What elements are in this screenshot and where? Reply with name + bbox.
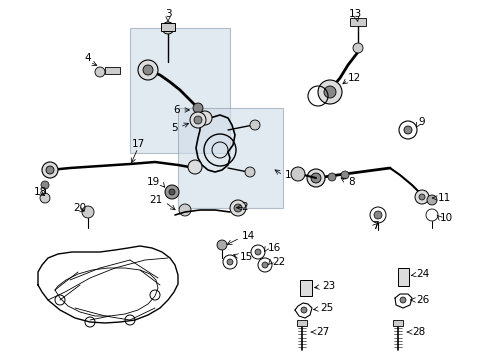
Circle shape <box>418 194 424 200</box>
Text: 11: 11 <box>437 193 450 203</box>
Circle shape <box>46 166 54 174</box>
Circle shape <box>317 80 341 104</box>
Circle shape <box>234 204 242 212</box>
Text: 25: 25 <box>319 303 332 313</box>
Circle shape <box>262 262 267 268</box>
Text: 28: 28 <box>411 327 425 337</box>
Circle shape <box>142 65 153 75</box>
Circle shape <box>138 60 158 80</box>
Circle shape <box>306 169 325 187</box>
Text: 10: 10 <box>439 213 452 223</box>
Circle shape <box>179 204 191 216</box>
Circle shape <box>217 240 226 250</box>
Circle shape <box>42 162 58 178</box>
Text: 4: 4 <box>84 53 91 63</box>
Circle shape <box>187 160 202 174</box>
Circle shape <box>340 171 348 179</box>
Bar <box>296 320 306 326</box>
Circle shape <box>95 67 105 77</box>
Circle shape <box>40 193 50 203</box>
Text: 24: 24 <box>415 269 428 279</box>
Bar <box>392 320 402 326</box>
Bar <box>130 28 229 153</box>
Circle shape <box>327 173 335 181</box>
Bar <box>397 268 408 286</box>
Circle shape <box>226 259 232 265</box>
Circle shape <box>249 120 260 130</box>
Circle shape <box>162 22 174 34</box>
Text: 5: 5 <box>171 123 178 133</box>
Circle shape <box>310 173 320 183</box>
Bar <box>105 67 120 74</box>
Circle shape <box>190 112 205 128</box>
Text: 15: 15 <box>240 252 253 262</box>
Text: 12: 12 <box>347 73 361 83</box>
Text: 19: 19 <box>146 177 160 187</box>
Text: 6: 6 <box>173 105 180 115</box>
Text: 3: 3 <box>164 9 171 19</box>
Circle shape <box>373 211 381 219</box>
Text: 27: 27 <box>315 327 328 337</box>
Text: 2: 2 <box>241 202 247 212</box>
Text: 13: 13 <box>347 9 361 19</box>
Circle shape <box>198 111 212 125</box>
Text: 18: 18 <box>33 187 46 197</box>
Text: 26: 26 <box>415 295 428 305</box>
Circle shape <box>244 167 254 177</box>
Text: 14: 14 <box>242 231 255 241</box>
Text: 1: 1 <box>285 170 291 180</box>
Circle shape <box>41 181 49 189</box>
Circle shape <box>399 297 405 303</box>
Bar <box>299 280 311 296</box>
Circle shape <box>426 195 436 205</box>
Circle shape <box>193 103 203 113</box>
Text: 16: 16 <box>267 243 281 253</box>
Circle shape <box>229 200 245 216</box>
Bar <box>161 23 175 31</box>
Circle shape <box>324 86 335 98</box>
Text: 8: 8 <box>347 177 354 187</box>
Circle shape <box>82 206 94 218</box>
Text: 17: 17 <box>131 139 144 149</box>
Circle shape <box>164 185 179 199</box>
Circle shape <box>169 189 175 195</box>
Text: 20: 20 <box>73 203 86 213</box>
Circle shape <box>254 249 261 255</box>
Text: 23: 23 <box>321 281 335 291</box>
Circle shape <box>301 307 306 313</box>
Text: 21: 21 <box>148 195 162 205</box>
Text: 22: 22 <box>271 257 285 267</box>
Text: 7: 7 <box>371 221 378 231</box>
Bar <box>349 18 365 26</box>
Circle shape <box>403 126 411 134</box>
Circle shape <box>290 167 305 181</box>
Bar <box>178 108 283 208</box>
Circle shape <box>194 116 202 124</box>
Circle shape <box>414 190 428 204</box>
Circle shape <box>352 43 362 53</box>
Text: 9: 9 <box>417 117 424 127</box>
